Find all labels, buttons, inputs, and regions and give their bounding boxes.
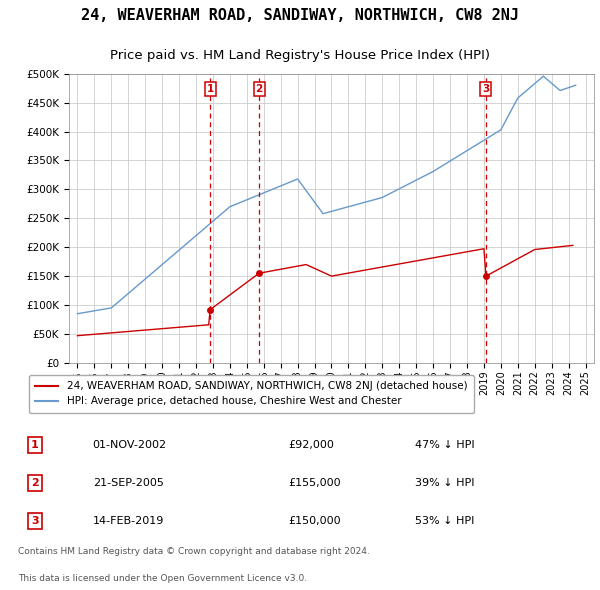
Text: This data is licensed under the Open Government Licence v3.0.: This data is licensed under the Open Gov…	[18, 574, 307, 583]
Text: 1: 1	[206, 84, 214, 94]
Text: 21-SEP-2005: 21-SEP-2005	[92, 478, 164, 488]
Legend: 24, WEAVERHAM ROAD, SANDIWAY, NORTHWICH, CW8 2NJ (detached house), HPI: Average : 24, WEAVERHAM ROAD, SANDIWAY, NORTHWICH,…	[29, 375, 473, 412]
Text: £150,000: £150,000	[289, 516, 341, 526]
Text: 53% ↓ HPI: 53% ↓ HPI	[415, 516, 475, 526]
Text: £92,000: £92,000	[289, 440, 334, 450]
Text: 24, WEAVERHAM ROAD, SANDIWAY, NORTHWICH, CW8 2NJ: 24, WEAVERHAM ROAD, SANDIWAY, NORTHWICH,…	[81, 8, 519, 23]
Text: 3: 3	[482, 84, 490, 94]
Text: £155,000: £155,000	[289, 478, 341, 488]
Text: 3: 3	[31, 516, 39, 526]
Text: 01-NOV-2002: 01-NOV-2002	[92, 440, 167, 450]
Text: 39% ↓ HPI: 39% ↓ HPI	[415, 478, 475, 488]
Text: Contains HM Land Registry data © Crown copyright and database right 2024.: Contains HM Land Registry data © Crown c…	[18, 548, 370, 556]
Text: 2: 2	[31, 478, 39, 488]
Text: 1: 1	[31, 440, 39, 450]
Text: 14-FEB-2019: 14-FEB-2019	[92, 516, 164, 526]
Text: Price paid vs. HM Land Registry's House Price Index (HPI): Price paid vs. HM Land Registry's House …	[110, 49, 490, 62]
Text: 2: 2	[256, 84, 263, 94]
Text: 47% ↓ HPI: 47% ↓ HPI	[415, 440, 475, 450]
